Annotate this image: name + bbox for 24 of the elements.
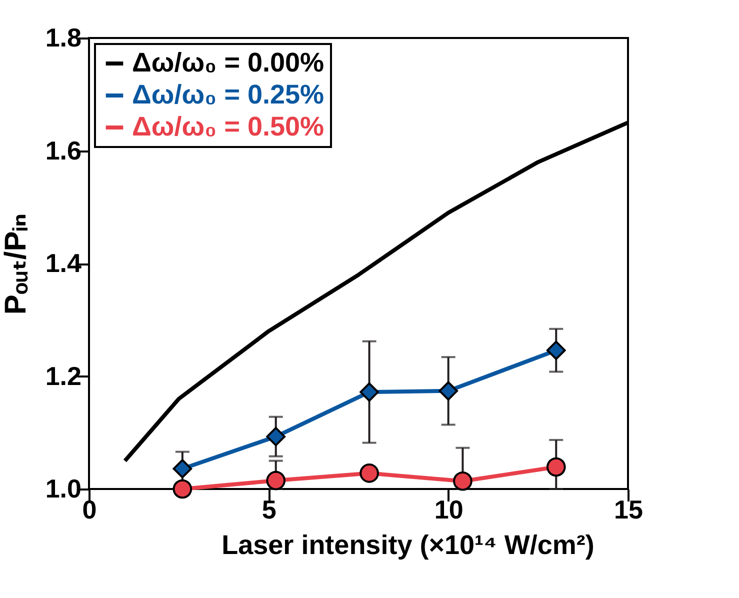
point xyxy=(172,479,192,499)
x-tick-label: 10 xyxy=(434,494,464,524)
y-tick-label: 1.0 xyxy=(45,474,82,504)
legend-label: Δω/ω₀ = 0.25% xyxy=(132,80,324,110)
point xyxy=(453,471,472,491)
x-tick-label: 5 xyxy=(262,494,276,524)
y-tick-label: 1.4 xyxy=(45,248,82,278)
y-tick-label: 1.6 xyxy=(45,135,82,166)
legend-label: Δω/ω₀ = 0.00% xyxy=(132,48,324,78)
legend-label: Δω/ω₀ = 0.50% xyxy=(132,112,324,142)
y-tick-label: 1.8 xyxy=(45,22,82,52)
x-tick-label: 0 xyxy=(82,494,97,524)
x-tick-label: 15 xyxy=(614,494,643,524)
point xyxy=(360,464,379,483)
point xyxy=(546,340,566,360)
y-axis-title: Pₒᵤₜ/Pᵢₙ xyxy=(0,213,32,315)
point xyxy=(546,457,566,477)
y-tick-label: 1.2 xyxy=(45,360,82,391)
point xyxy=(266,426,286,446)
x-axis-title: Laser intensity (×10¹⁴ W/cm²) xyxy=(220,530,596,561)
point xyxy=(438,381,458,401)
point xyxy=(172,459,192,478)
point xyxy=(266,470,286,490)
point xyxy=(360,382,379,402)
